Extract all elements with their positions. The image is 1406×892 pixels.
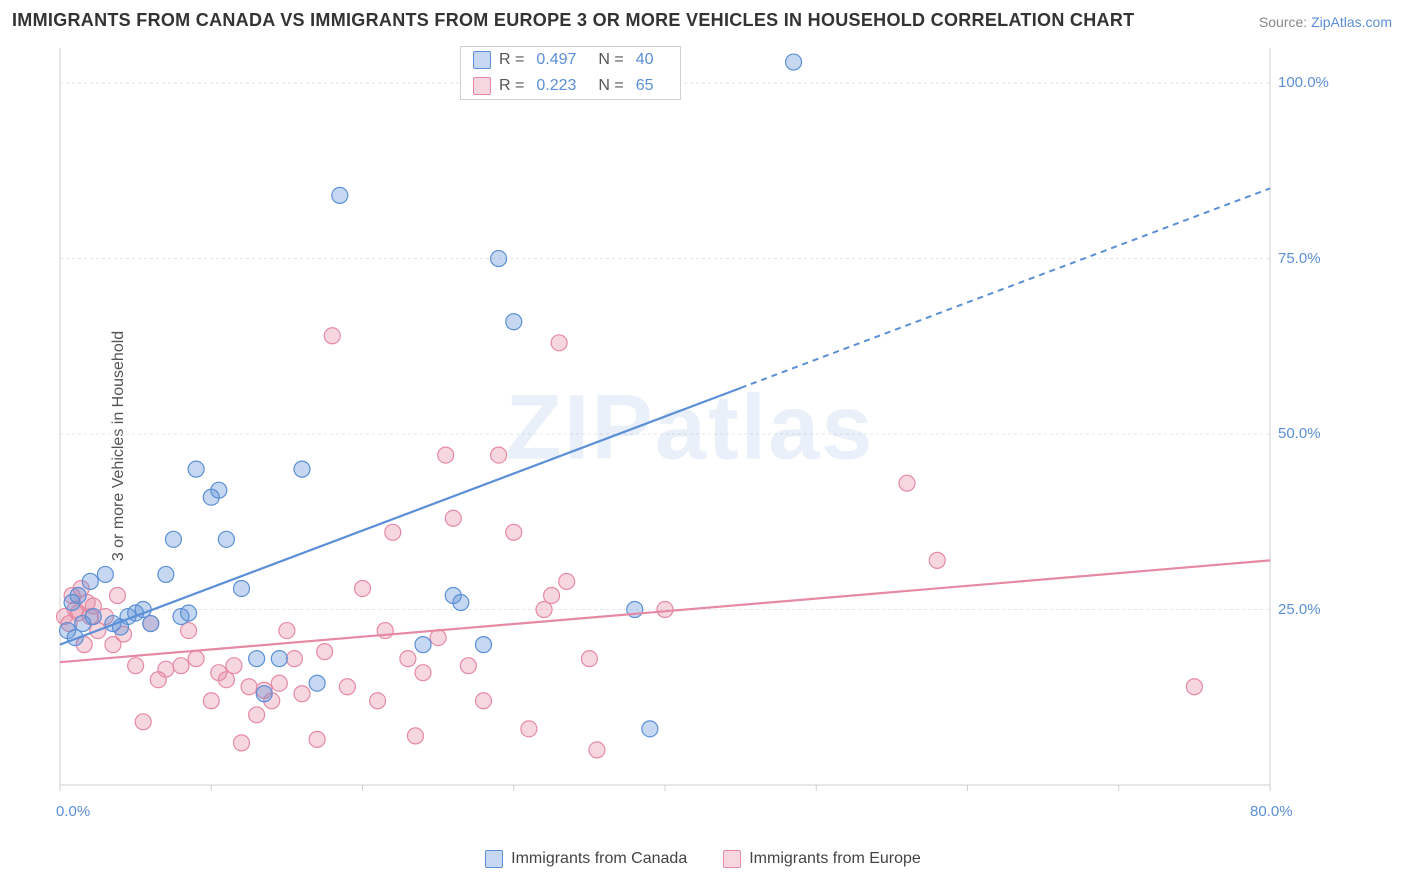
r-value-europe: 0.223: [536, 77, 576, 95]
legend-item-canada: Immigrants from Canada: [485, 850, 687, 868]
stats-row-canada: R = 0.497 N = 40: [461, 47, 680, 73]
n-value-canada: 40: [636, 51, 654, 69]
chart-title: IMMIGRANTS FROM CANADA VS IMMIGRANTS FRO…: [12, 10, 1134, 31]
r-label: R =: [499, 77, 524, 95]
legend-item-europe: Immigrants from Europe: [723, 850, 921, 868]
source-label: Source:: [1259, 14, 1307, 30]
legend-swatch-europe: [723, 850, 741, 868]
n-value-europe: 65: [636, 77, 654, 95]
y-tick-0: 25.0%: [1278, 601, 1321, 618]
series-legend: Immigrants from Canada Immigrants from E…: [0, 850, 1406, 868]
source-attribution: Source: ZipAtlas.com: [1259, 14, 1392, 30]
n-label: N =: [598, 77, 623, 95]
n-label: N =: [598, 51, 623, 69]
legend-label-europe: Immigrants from Europe: [749, 850, 921, 868]
source-value: ZipAtlas.com: [1311, 14, 1392, 30]
r-label: R =: [499, 51, 524, 69]
x-tick-0: 0.0%: [56, 803, 90, 820]
x-tick-1: 80.0%: [1250, 803, 1293, 820]
stats-row-europe: R = 0.223 N = 65: [461, 73, 680, 99]
legend-label-canada: Immigrants from Canada: [511, 850, 687, 868]
legend-swatch-canada: [485, 850, 503, 868]
chart-svg: [50, 40, 1330, 815]
y-tick-2: 75.0%: [1278, 250, 1321, 267]
y-tick-3: 100.0%: [1278, 74, 1329, 91]
swatch-canada: [473, 51, 491, 69]
swatch-europe: [473, 77, 491, 95]
r-value-canada: 0.497: [536, 51, 576, 69]
correlation-stats-box: R = 0.497 N = 40 R = 0.223 N = 65: [460, 46, 681, 100]
scatter-chart: ZIPatlas: [50, 40, 1330, 815]
y-tick-1: 50.0%: [1278, 425, 1321, 442]
